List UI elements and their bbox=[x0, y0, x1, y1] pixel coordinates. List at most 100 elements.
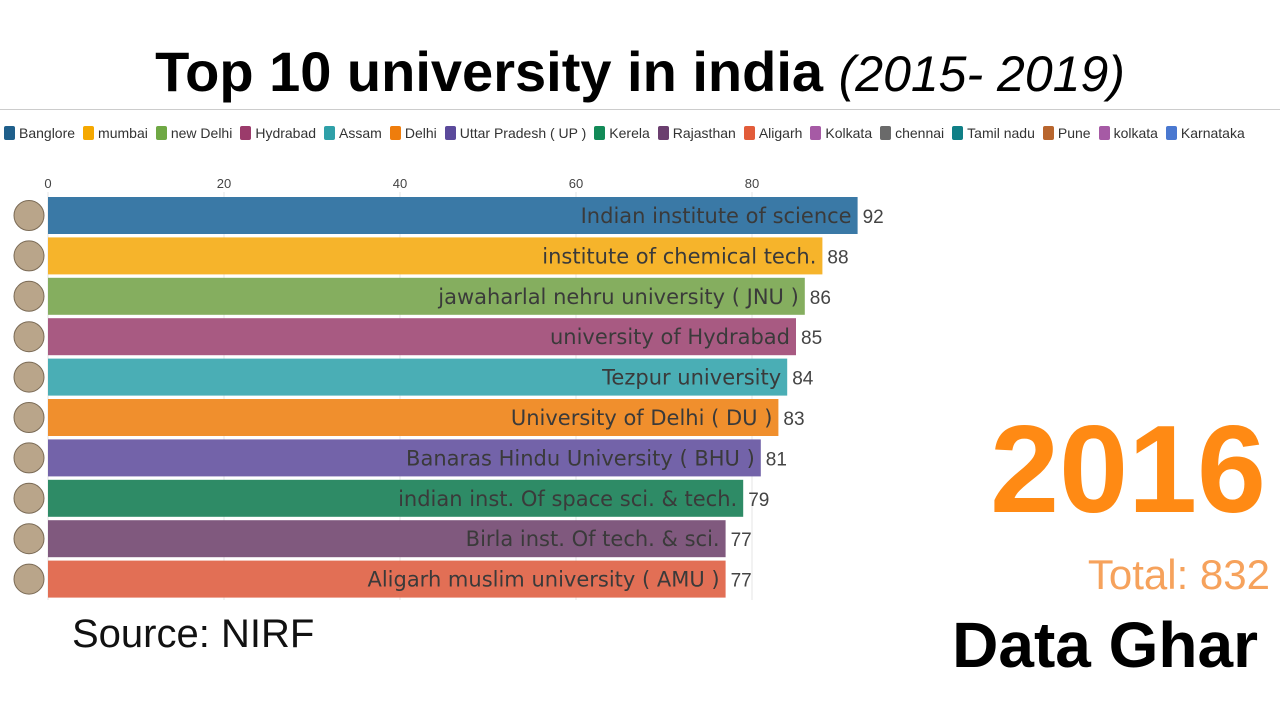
brand-label: Data Ghar bbox=[952, 609, 1258, 681]
bar bbox=[48, 439, 761, 477]
legend-swatch bbox=[4, 126, 15, 140]
bar-value: 81 bbox=[766, 449, 787, 470]
university-photo-icon bbox=[13, 361, 45, 393]
legend-swatch bbox=[83, 126, 95, 140]
bar-value: 88 bbox=[827, 247, 848, 268]
bar bbox=[48, 358, 788, 396]
legend-item: Delhi bbox=[389, 122, 437, 144]
legend-item: kolkata bbox=[1098, 122, 1158, 144]
x-tick-label: 20 bbox=[217, 176, 231, 191]
bar-value: 84 bbox=[792, 369, 814, 390]
source-label: Source: NIRF bbox=[72, 612, 315, 656]
legend-label: kolkata bbox=[1113, 125, 1158, 141]
x-tick-label: 60 bbox=[569, 176, 583, 191]
legend-swatch bbox=[324, 126, 336, 140]
legend-swatch bbox=[657, 126, 669, 140]
legend-label: Assam bbox=[339, 125, 382, 141]
bar-label: institute of chemical tech. bbox=[542, 244, 816, 268]
bar bbox=[48, 197, 858, 234]
legend: Banglore mumbai new Delhi Hydrabad Assam Delh… bbox=[4, 122, 1274, 144]
university-photo-icon bbox=[13, 563, 45, 595]
university-photo-icon bbox=[13, 200, 45, 231]
university-photo-icon bbox=[13, 442, 45, 474]
legend-item: new Delhi bbox=[155, 122, 233, 144]
legend-label: chennai bbox=[895, 125, 945, 141]
bar bbox=[48, 399, 779, 436]
legend-item: Rajasthan bbox=[657, 122, 736, 144]
legend-item: Pune bbox=[1042, 122, 1091, 144]
university-photo-icon bbox=[13, 523, 45, 555]
legend-item: Banglore bbox=[4, 122, 75, 144]
bar-value: 85 bbox=[801, 328, 822, 349]
legend-item: Uttar Pradesh ( UP ) bbox=[444, 122, 587, 144]
legend-item: Kolkata bbox=[810, 122, 872, 144]
legend-swatch bbox=[389, 126, 401, 140]
x-tick-label: 80 bbox=[745, 176, 759, 191]
legend-item: Assam bbox=[324, 122, 382, 144]
legend-label: Banglore bbox=[19, 125, 76, 141]
legend-swatch bbox=[594, 126, 606, 140]
legend-swatch bbox=[743, 126, 755, 140]
legend-swatch bbox=[1165, 126, 1177, 140]
legend-swatch bbox=[240, 126, 252, 140]
legend-label: Uttar Pradesh ( UP ) bbox=[459, 125, 587, 141]
x-tick-label: 40 bbox=[393, 176, 407, 191]
legend-item: Aligarh bbox=[743, 122, 803, 144]
bar-value: 79 bbox=[748, 490, 769, 511]
bar bbox=[48, 520, 726, 558]
bar-label: Aligarh muslim university ( AMU ) bbox=[367, 568, 719, 592]
title-sub: (2015- 2019) bbox=[838, 46, 1125, 102]
bar-value: 92 bbox=[863, 207, 884, 228]
divider bbox=[0, 109, 1280, 110]
university-photo-icon bbox=[13, 321, 45, 353]
bar bbox=[48, 318, 796, 356]
legend-label: Karnataka bbox=[1180, 125, 1245, 141]
legend-swatch bbox=[444, 126, 456, 140]
legend-item: mumbai bbox=[83, 122, 148, 144]
university-photo-icon bbox=[13, 402, 45, 433]
legend-item: Hydrabad bbox=[240, 122, 316, 144]
legend-swatch bbox=[155, 126, 167, 140]
university-photo-icon bbox=[13, 482, 45, 514]
legend-label: Aligarh bbox=[758, 125, 803, 141]
legend-label: new Delhi bbox=[170, 125, 233, 141]
bar-label: Tezpur university bbox=[601, 366, 781, 390]
bar-label: indian inst. Of space sci. & tech. bbox=[398, 487, 737, 511]
legend-swatch bbox=[1098, 126, 1110, 140]
legend-label: Kolkata bbox=[825, 125, 873, 141]
x-tick-label: 0 bbox=[44, 176, 51, 191]
legend-item: Karnataka bbox=[1165, 122, 1245, 144]
bar-label: jawaharlal nehru university ( JNU ) bbox=[437, 285, 799, 309]
legend-label: Pune bbox=[1057, 125, 1091, 141]
legend-swatch bbox=[810, 126, 822, 140]
page-title: Top 10 university in india (2015- 2019) bbox=[0, 40, 1280, 106]
bar bbox=[48, 479, 744, 517]
legend-label: Hydrabad bbox=[255, 125, 317, 141]
legend-swatch bbox=[880, 126, 892, 140]
legend-label: Tamil nadu bbox=[967, 125, 1035, 141]
bar-value: 77 bbox=[731, 571, 752, 592]
legend-label: Rajasthan bbox=[672, 125, 736, 141]
bar-label: Birla inst. Of tech. & sci. bbox=[466, 527, 720, 551]
total-label: Total: 832 bbox=[1087, 551, 1270, 598]
title-main: Top 10 university in india bbox=[155, 40, 824, 103]
legend-swatch bbox=[1042, 126, 1054, 140]
year-label: 2016 bbox=[990, 401, 1266, 539]
bar bbox=[48, 237, 823, 275]
bar-label: university of Hydrabad bbox=[550, 325, 790, 349]
legend-item: Kerela bbox=[594, 122, 650, 144]
bar-label: Banaras Hindu University ( BHU ) bbox=[406, 446, 755, 470]
bar bbox=[48, 277, 805, 315]
university-photo-icon bbox=[13, 240, 45, 272]
legend-label: Kerela bbox=[609, 125, 650, 141]
legend-item: chennai bbox=[880, 122, 944, 144]
legend-label: mumbai bbox=[98, 125, 148, 141]
bar-value: 86 bbox=[810, 288, 831, 309]
bar-label: University of Delhi ( DU ) bbox=[511, 406, 773, 430]
legend-swatch bbox=[952, 126, 964, 140]
bar-value: 83 bbox=[783, 409, 804, 430]
legend-item: Tamil nadu bbox=[952, 122, 1035, 144]
bar bbox=[48, 560, 726, 598]
university-photo-icon bbox=[13, 280, 45, 312]
